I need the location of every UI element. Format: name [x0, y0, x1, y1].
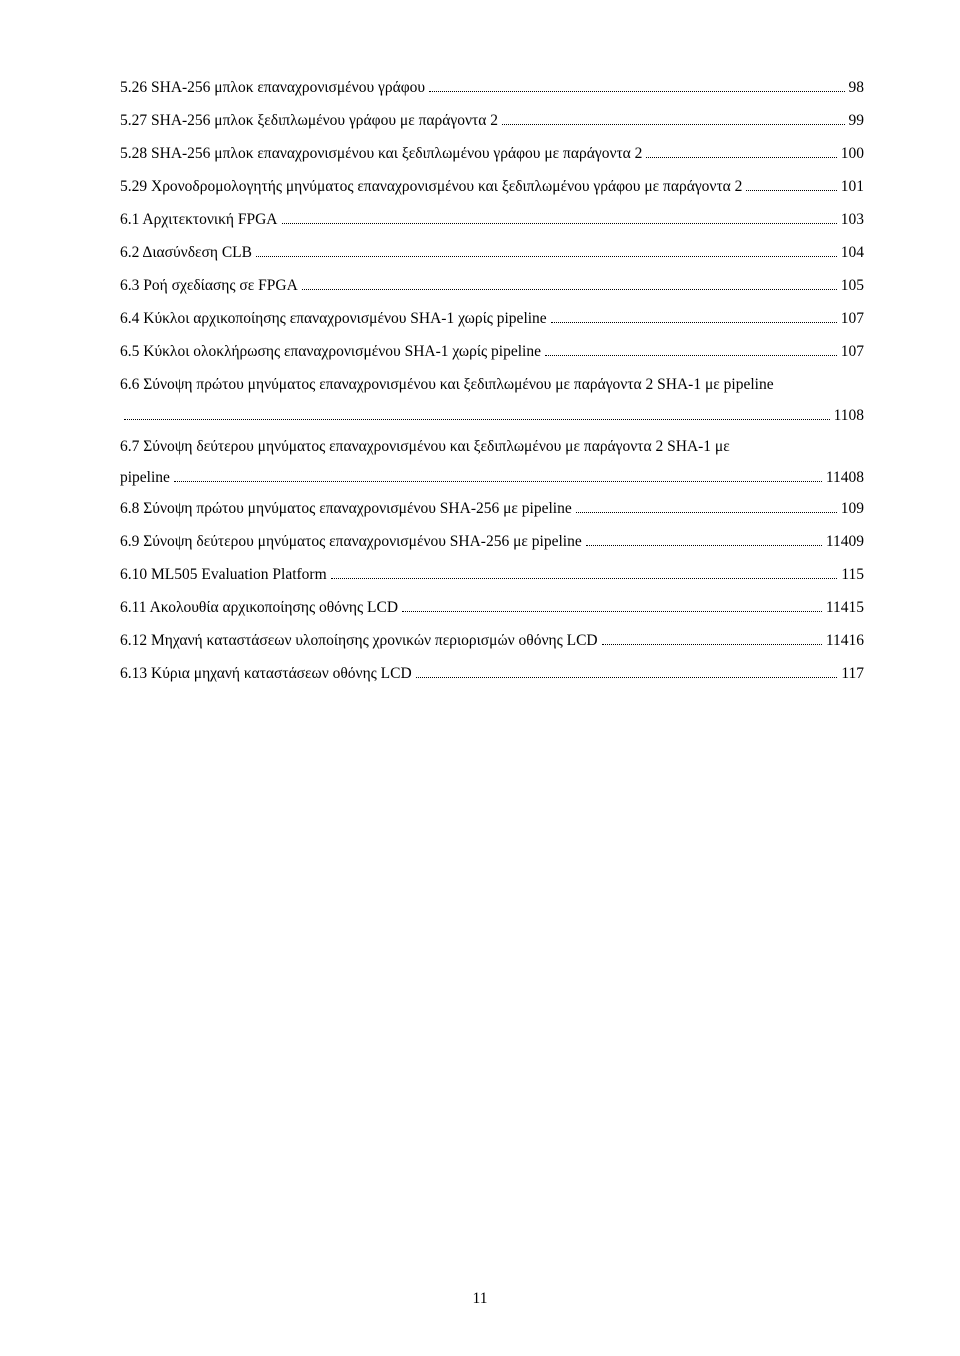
- toc-entry-label: 6.10 ML505 Evaluation Platform: [120, 559, 327, 590]
- toc-entry-page: 98: [849, 72, 865, 103]
- toc-entry-page: 99: [849, 105, 865, 136]
- toc-entry-label: 6.8 Σύνοψη πρώτου μηνύματος επαναχρονισμ…: [120, 493, 572, 524]
- document-page: 5.26 SHA-256 μπλοκ επαναχρονισμένου γράφ…: [0, 0, 960, 1356]
- toc-entry: 5.26 SHA-256 μπλοκ επαναχρονισμένου γράφ…: [120, 72, 864, 103]
- toc-entry: 6.9 Σύνοψη δεύτερου μηνύματος επαναχρονι…: [120, 526, 864, 557]
- toc-dots: [646, 145, 836, 158]
- toc-entry-page: 104: [841, 237, 864, 268]
- toc-dots: [416, 665, 838, 678]
- page-number: 11: [0, 1290, 960, 1308]
- toc-entry-page: 107: [841, 336, 864, 367]
- toc-entry-page: 11415: [826, 592, 864, 623]
- toc-dots: [545, 343, 837, 356]
- toc-entry-label: 6.7 Σύνοψη δεύτερου μηνύματος επαναχρονι…: [120, 431, 864, 462]
- toc-entry-label: 6.12 Μηχανή καταστάσεων υλοποίησης χρονι…: [120, 625, 598, 656]
- toc-entry-label: 6.6 Σύνοψη πρώτου μηνύματος επαναχρονισμ…: [120, 369, 864, 400]
- toc-entry-page: 117: [841, 658, 864, 689]
- toc-entry-label: 5.27 SHA-256 μπλοκ ξεδιπλωμένου γράφου μ…: [120, 105, 498, 136]
- toc-dots: [282, 211, 837, 224]
- toc-entry: 6.5 Κύκλοι ολοκλήρωσης επαναχρονισμένου …: [120, 336, 864, 367]
- toc-dots: [174, 469, 822, 482]
- toc-dots: [302, 277, 837, 290]
- toc-dots: [551, 310, 837, 323]
- toc-entry: 6.1 Αρχιτεκτονική FPGA 103: [120, 204, 864, 235]
- toc-entry: 6.2 Διασύνδεση CLB 104: [120, 237, 864, 268]
- toc-entry-label: 6.13 Κύρια μηχανή καταστάσεων οθόνης LCD: [120, 658, 412, 689]
- toc-entry-label: 6.2 Διασύνδεση CLB: [120, 237, 252, 268]
- toc-entry-page: 107: [841, 303, 864, 334]
- toc-dots: [256, 244, 837, 257]
- toc-dots: [576, 500, 837, 513]
- toc-entry: 6.13 Κύρια μηχανή καταστάσεων οθόνης LCD…: [120, 658, 864, 689]
- toc-entry: 5.28 SHA-256 μπλοκ επαναχρονισμένου και …: [120, 138, 864, 169]
- toc-entry: 6.7 Σύνοψη δεύτερου μηνύματος επαναχρονι…: [120, 431, 864, 493]
- toc-dots: [402, 599, 822, 612]
- toc-dots: [746, 178, 836, 191]
- toc-entry-label: 6.11 Ακολουθία αρχικοποίησης οθόνης LCD: [120, 592, 398, 623]
- toc-entry-page: 100: [841, 138, 864, 169]
- toc-dots: [502, 112, 845, 125]
- toc-entry-page: 115: [841, 559, 864, 590]
- toc-entry-label: 6.3 Ροή σχεδίασης σε FPGA: [120, 270, 298, 301]
- toc-dots: [586, 533, 822, 546]
- toc-dots: [602, 632, 822, 645]
- toc-entry: 6.8 Σύνοψη πρώτου μηνύματος επαναχρονισμ…: [120, 493, 864, 524]
- toc-entry: 6.4 Κύκλοι αρχικοποίησης επαναχρονισμένο…: [120, 303, 864, 334]
- toc-entry-label: 6.5 Κύκλοι ολοκλήρωσης επαναχρονισμένου …: [120, 336, 541, 367]
- toc-entry-label: 6.9 Σύνοψη δεύτερου μηνύματος επαναχρονι…: [120, 526, 582, 557]
- toc-dots: [124, 407, 830, 420]
- toc-entry-page: 103: [841, 204, 864, 235]
- toc-entry-label: 5.26 SHA-256 μπλοκ επαναχρονισμένου γράφ…: [120, 72, 425, 103]
- toc-entry: 6.11 Ακολουθία αρχικοποίησης οθόνης LCD 1…: [120, 592, 864, 623]
- toc-entry-label: 5.29 Χρονοδρομολογητής μηνύματος επαναχρ…: [120, 171, 742, 202]
- toc-entry-label: 5.28 SHA-256 μπλοκ επαναχρονισμένου και …: [120, 138, 642, 169]
- toc-entry: 6.6 Σύνοψη πρώτου μηνύματος επαναχρονισμ…: [120, 369, 864, 431]
- toc-dots: [331, 566, 838, 579]
- toc-entry-page: 11416: [826, 625, 864, 656]
- toc-entry: 6.3 Ροή σχεδίασης σε FPGA 105: [120, 270, 864, 301]
- toc-entry-page: 105: [841, 270, 864, 301]
- toc-dots: [429, 79, 844, 92]
- toc-entry: 5.29 Χρονοδρομολογητής μηνύματος επαναχρ…: [120, 171, 864, 202]
- toc-entry-label-cont: pipeline: [120, 462, 170, 493]
- toc-entry-label: 6.1 Αρχιτεκτονική FPGA: [120, 204, 278, 235]
- toc-entry-page: 109: [841, 493, 864, 524]
- toc-entry: 6.12 Μηχανή καταστάσεων υλοποίησης χρονι…: [120, 625, 864, 656]
- toc-entry: 6.10 ML505 Evaluation Platform 115: [120, 559, 864, 590]
- toc-entry-page: 101: [841, 171, 864, 202]
- table-of-contents: 5.26 SHA-256 μπλοκ επαναχρονισμένου γράφ…: [120, 72, 864, 689]
- toc-entry: 5.27 SHA-256 μπλοκ ξεδιπλωμένου γράφου μ…: [120, 105, 864, 136]
- toc-entry-page: 11409: [826, 526, 864, 557]
- toc-entry-page: 11408: [826, 462, 864, 493]
- toc-entry-page: 1108: [834, 400, 864, 431]
- toc-entry-label: 6.4 Κύκλοι αρχικοποίησης επαναχρονισμένο…: [120, 303, 547, 334]
